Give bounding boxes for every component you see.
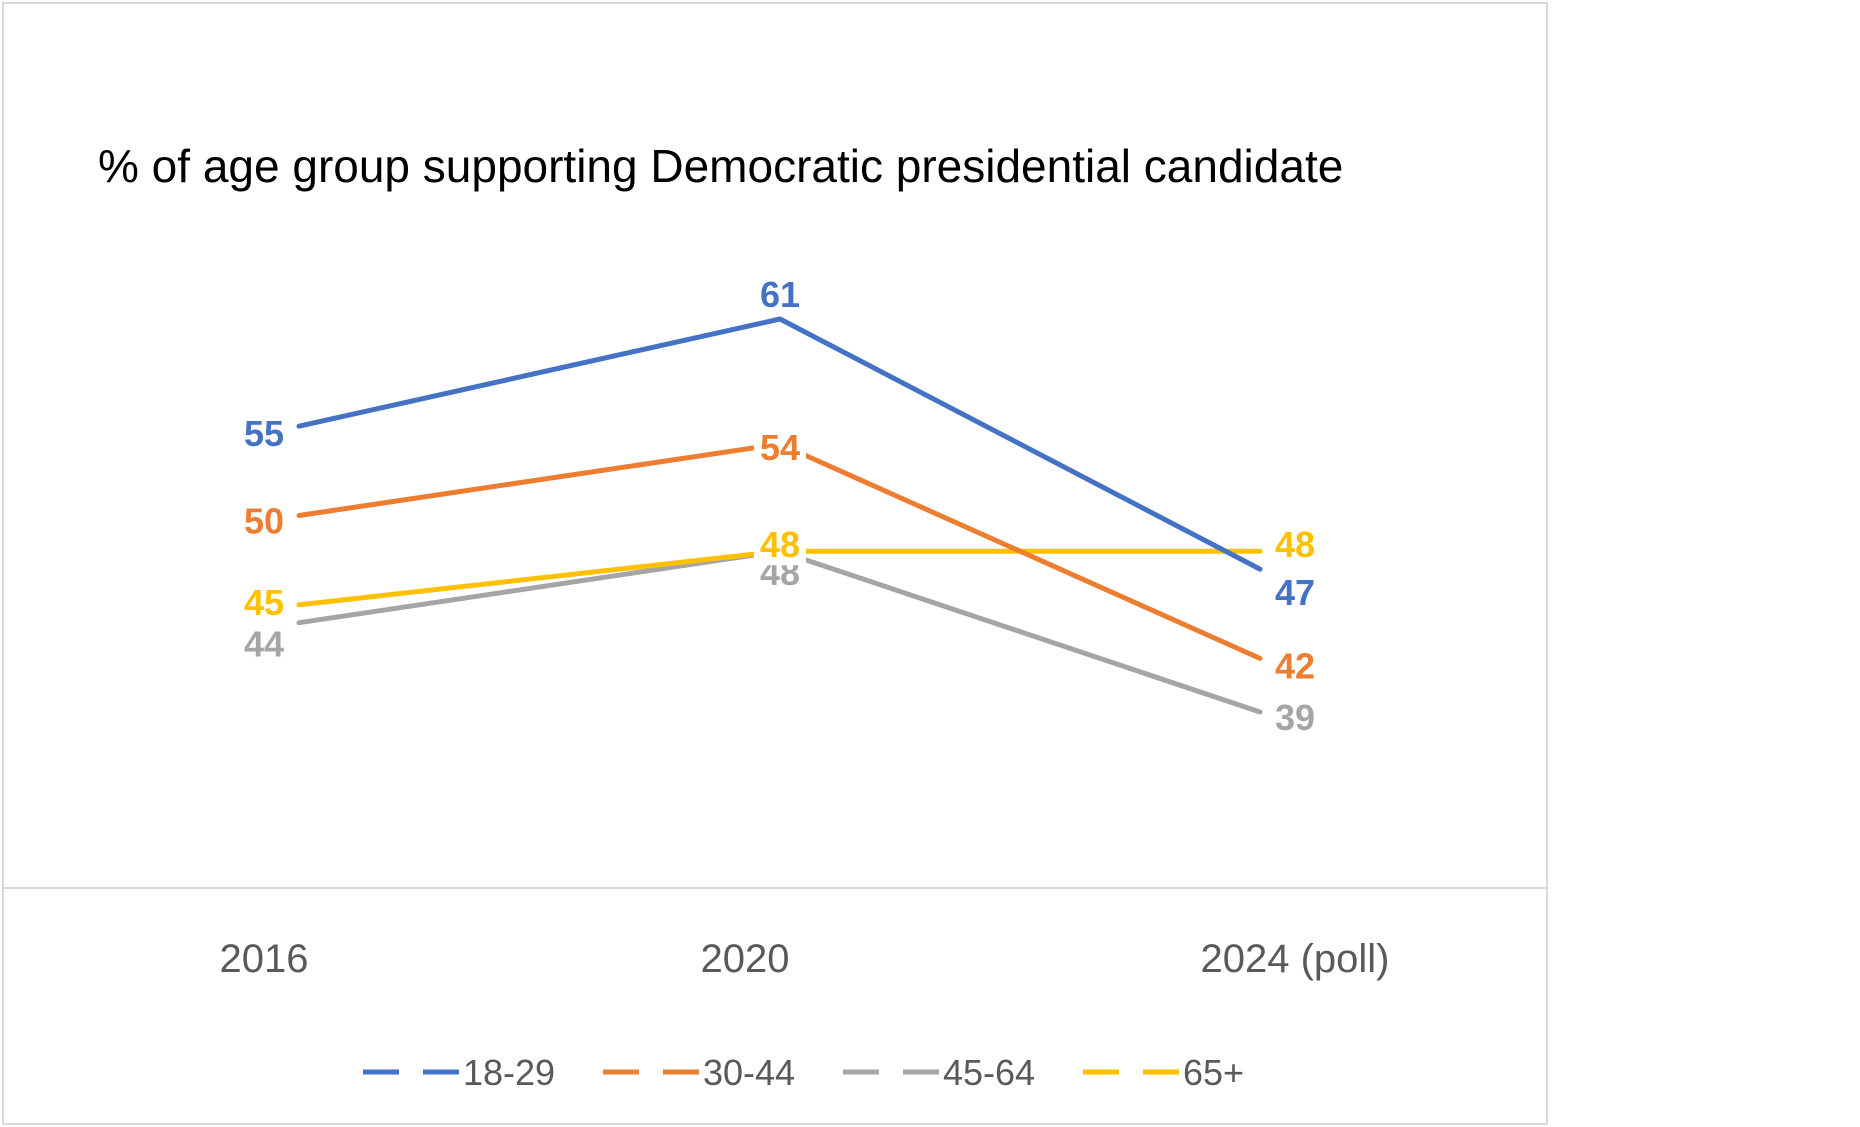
data-label-45-64-2: 39 <box>1275 697 1315 738</box>
data-label-18-29-0: 55 <box>244 413 284 454</box>
data-label-bg <box>754 277 806 315</box>
legend-label-30-44: 30-44 <box>703 1052 795 1093</box>
legend-label-65: 65+ <box>1183 1052 1244 1093</box>
x-tick-2024-poll: 2024 (poll) <box>1200 937 1389 981</box>
x-tick-2016: 2016 <box>220 937 309 981</box>
x-axis-ticks: 2016 2020 2024 (poll) <box>220 937 1390 981</box>
data-label-18-29-1: 61 <box>760 274 800 315</box>
chart-title: % of age group supporting Democratic pre… <box>98 140 1343 192</box>
x-tick-2020: 2020 <box>701 937 790 981</box>
series-line-18-29 <box>296 316 1263 572</box>
legend: 18-29 30-44 45-64 65+ <box>363 1052 1244 1093</box>
legend-label-18-29: 18-29 <box>463 1052 555 1093</box>
data-label-65-2: 48 <box>1275 524 1315 565</box>
data-label-bg <box>754 527 806 566</box>
data-label-45-64-0: 44 <box>244 624 284 665</box>
data-label-30-44-0: 50 <box>244 501 284 542</box>
legend-label-45-64: 45-64 <box>943 1052 1035 1093</box>
data-label-bg <box>754 430 806 469</box>
data-label-30-44-2: 42 <box>1275 645 1315 686</box>
data-label-30-44-1: 54 <box>760 427 800 468</box>
data-label-18-29-2: 47 <box>1275 572 1315 613</box>
data-label-65-1: 48 <box>760 524 800 565</box>
data-label-65-0: 45 <box>244 582 284 623</box>
